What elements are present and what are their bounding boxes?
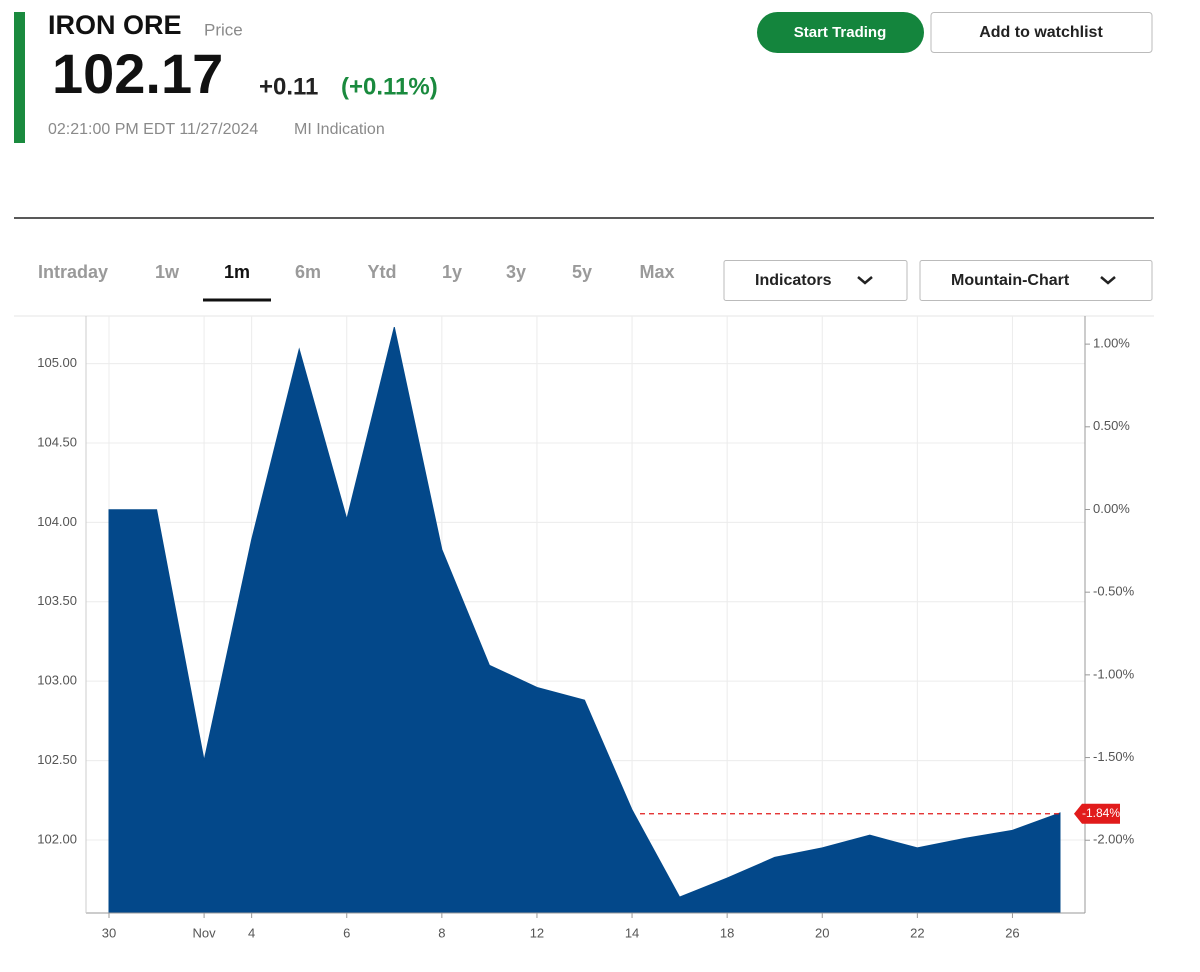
price-change-percent: (+0.11%) [341,73,438,100]
dropdown-background [723,260,908,301]
y-tick-label: 104.50 [37,434,77,449]
y-tick-label: 102.50 [37,752,77,767]
instrument-subtitle: Price [204,20,243,39]
y-tick-label: 102.00 [37,831,77,846]
x-tick-label: 12 [530,925,544,940]
y2-tick-label: -1.00% [1093,666,1135,681]
range-tab[interactable]: 6m [295,262,321,282]
start-trading-button[interactable]: Start Trading [757,12,924,53]
dropdown-background [919,260,1153,301]
y2-tick-label: 1.00% [1093,336,1130,351]
range-tab[interactable]: Max [639,262,674,282]
button-background [930,12,1153,53]
y2-tick-label: 0.50% [1093,418,1130,433]
button-label: Add to watchlist [979,24,1103,41]
source: MI Indication [294,121,385,138]
chevron-icon [857,276,873,285]
watchlist-button[interactable]: Add to watchlist [930,12,1153,53]
range-tab[interactable]: 1y [442,262,462,282]
x-tick-label: 26 [1005,925,1019,940]
range-tab[interactable]: Ytd [368,262,397,282]
x-tick-label: 20 [815,925,829,940]
chart-type-dropdown[interactable]: Mountain-Chart [919,260,1153,301]
x-tick-label: 30 [102,925,116,940]
chevron-icon [1100,276,1116,285]
y-tick-label: 103.00 [37,673,77,688]
timestamp: 02:21:00 PM EDT 11/27/2024 [48,121,258,138]
x-tick-label: 22 [910,925,924,940]
x-tick-label: 6 [343,925,350,940]
x-tick-label: 18 [720,925,734,940]
button-label: Start Trading [794,24,887,41]
dropdown-label: Mountain-Chart [951,272,1070,289]
range-tab[interactable]: 1m [224,262,250,282]
range-tab[interactable]: Intraday [38,262,108,282]
button-background [757,12,924,53]
last-value-label: -1.84% [1082,806,1120,820]
y-tick-label: 105.00 [37,355,77,370]
y-tick-label: 103.50 [37,593,77,608]
y2-tick-label: -2.00% [1093,832,1135,847]
indicators-dropdown[interactable]: Indicators [723,260,908,301]
price-change: +0.11 [259,73,318,100]
y2-tick-label: -1.50% [1093,749,1135,764]
price: 102.17 [52,42,223,105]
instrument-title: IRON ORE [48,10,182,40]
dropdown-label: Indicators [755,272,832,289]
last-value-tag [1074,803,1120,824]
x-tick-label: 8 [438,925,445,940]
range-tab[interactable]: 3y [506,262,526,282]
x-tick-label: 4 [248,925,255,940]
price-area [108,326,1061,914]
accent-bar [14,12,25,143]
x-tick-label: 14 [625,925,639,940]
x-tick-label: Nov [193,925,217,940]
y-tick-label: 104.00 [37,514,77,529]
chart: 102.00 102.50 103.00 103.50 104.00 104.50 105.… [37,316,1135,940]
range-tab[interactable]: 5y [572,262,592,282]
range-tab[interactable]: 1w [155,262,180,282]
range-tabs: Intraday 1w 1m 6m Ytd 1y 3y 5y Max [38,262,675,282]
y2-tick-label: 0.00% [1093,501,1130,516]
y2-tick-label: -0.50% [1093,584,1135,599]
